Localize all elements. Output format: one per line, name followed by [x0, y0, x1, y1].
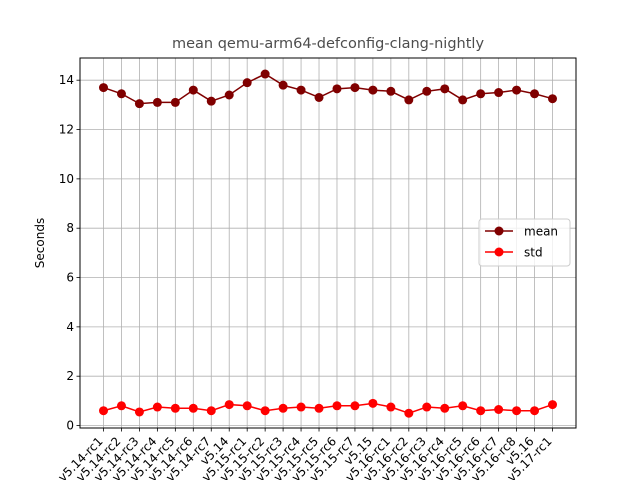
y-tick-label: 0: [66, 419, 74, 433]
legend-marker-mean: [494, 226, 504, 236]
y-tick-label: 10: [59, 172, 74, 186]
legend-label-mean: mean: [524, 225, 558, 239]
y-tick-label: 12: [59, 123, 74, 137]
data-point-std: [242, 401, 252, 411]
data-point-std: [530, 406, 540, 416]
data-point-mean: [530, 89, 540, 99]
data-point-std: [206, 406, 216, 416]
data-point-mean: [368, 85, 378, 95]
y-tick-label: 6: [66, 271, 74, 285]
legend-label-std: std: [524, 246, 543, 260]
data-point-mean: [260, 69, 270, 79]
data-point-std: [170, 403, 180, 413]
data-point-std: [152, 402, 162, 412]
data-point-mean: [296, 85, 306, 95]
data-point-std: [350, 401, 360, 411]
data-point-mean: [134, 99, 144, 109]
data-point-std: [278, 403, 288, 413]
chart-title: mean qemu-arm64-defconfig-clang-nightly: [172, 36, 484, 52]
y-tick-label: 4: [66, 320, 74, 334]
data-point-std: [404, 408, 414, 418]
series-mean: [99, 69, 557, 109]
series-line-mean: [103, 73, 553, 105]
data-point-std: [260, 406, 270, 416]
data-point-mean: [242, 78, 252, 88]
data-point-mean: [422, 86, 432, 96]
data-point-mean: [188, 85, 198, 95]
data-point-std: [224, 400, 234, 410]
data-point-std: [548, 400, 557, 410]
data-point-std: [476, 406, 486, 416]
data-point-mean: [170, 97, 180, 107]
y-tick-label: 8: [66, 221, 74, 235]
data-point-mean: [206, 96, 216, 106]
data-point-mean: [386, 86, 396, 96]
data-point-mean: [548, 94, 557, 104]
plot-frame: [79, 57, 577, 429]
y-tick-label: 14: [59, 73, 74, 87]
data-point-std: [134, 407, 144, 417]
series-layer: [99, 69, 557, 418]
data-point-mean: [512, 85, 522, 95]
data-point-mean: [350, 83, 360, 93]
data-point-std: [296, 402, 306, 412]
data-point-mean: [278, 80, 288, 90]
legend: mean std: [478, 218, 571, 267]
data-point-std: [422, 402, 432, 412]
data-point-mean: [404, 95, 414, 105]
axis-ticks: v5.14-rc1v5.14-rc2v5.14-rc3v5.14-rc4v5.1…: [55, 73, 554, 480]
data-point-mean: [152, 97, 162, 107]
data-point-std: [494, 405, 504, 414]
series-std: [99, 398, 557, 418]
data-point-mean: [224, 90, 234, 100]
data-point-std: [368, 398, 378, 408]
data-point-std: [512, 406, 522, 416]
data-point-mean: [332, 84, 342, 94]
data-point-mean: [494, 88, 504, 98]
y-axis-label: Seconds: [33, 218, 47, 268]
data-point-std: [440, 403, 450, 413]
data-point-mean: [116, 89, 126, 99]
legend-marker-std: [494, 247, 504, 257]
data-point-std: [458, 401, 468, 411]
y-tick-label: 2: [66, 369, 74, 383]
data-point-mean: [476, 89, 486, 99]
data-point-std: [386, 402, 396, 412]
data-point-mean: [314, 92, 324, 102]
data-point-std: [116, 401, 126, 411]
data-point-mean: [458, 95, 468, 105]
data-point-std: [332, 401, 342, 411]
data-point-std: [99, 406, 108, 416]
data-point-mean: [440, 84, 450, 94]
data-point-mean: [99, 83, 108, 93]
data-point-std: [188, 403, 198, 413]
data-point-std: [314, 403, 324, 413]
